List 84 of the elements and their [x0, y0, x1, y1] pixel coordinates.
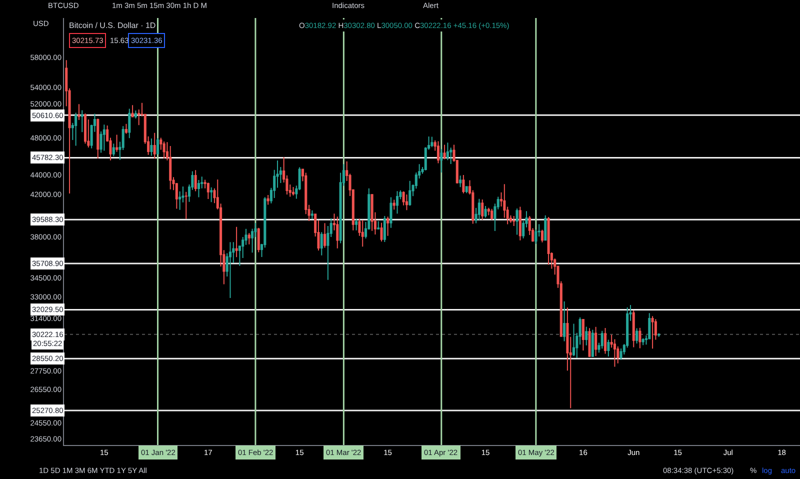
candlestick — [336, 216, 339, 249]
candlestick — [134, 110, 137, 119]
candlestick — [156, 138, 160, 154]
candlestick — [591, 329, 594, 358]
candlestick — [184, 191, 188, 220]
candlestick — [430, 136, 434, 148]
candlestick — [169, 145, 172, 190]
candlestick — [266, 194, 270, 206]
candlestick — [361, 220, 364, 248]
candlestick — [582, 318, 584, 351]
candlestick — [257, 227, 260, 253]
candlestick — [210, 186, 213, 203]
candlestick — [78, 104, 80, 120]
candlestick — [642, 338, 644, 346]
candlestick — [563, 300, 566, 342]
candlestick — [80, 110, 84, 133]
candlestick — [544, 214, 547, 241]
candlestick — [613, 338, 616, 368]
candlestick — [465, 186, 468, 194]
candlestick — [112, 143, 115, 157]
candlestick — [512, 215, 516, 226]
candlestick — [600, 330, 604, 350]
candlestick — [638, 327, 642, 349]
candlestick — [377, 220, 380, 230]
candlestick — [436, 140, 440, 164]
candlestick — [390, 196, 392, 228]
candlestick — [197, 180, 200, 198]
candlestick — [383, 215, 386, 242]
candlestick — [604, 327, 607, 354]
candlestick — [228, 242, 232, 299]
candlestick — [620, 348, 622, 360]
candlestick — [547, 216, 550, 266]
candlestick — [446, 142, 449, 161]
candlestick — [402, 190, 405, 206]
candlestick — [116, 134, 118, 152]
candlestick — [396, 190, 399, 214]
candlestick — [320, 232, 323, 256]
candlestick — [370, 194, 374, 232]
candlestick — [518, 206, 522, 241]
candlestick — [310, 210, 314, 220]
candlestick — [632, 310, 635, 348]
candlestick — [484, 206, 487, 218]
candlestick — [540, 229, 544, 243]
chart-title: Bitcoin / U.S. Dollar · 1D — [69, 20, 156, 30]
candlestick — [459, 175, 462, 188]
candlestick — [84, 113, 87, 144]
candlestick — [487, 207, 490, 216]
candlestick — [178, 190, 182, 210]
candlestick — [572, 323, 576, 357]
candlestick — [324, 222, 326, 248]
candlestick — [235, 226, 238, 258]
candlestick — [490, 208, 494, 221]
candlestick — [607, 339, 610, 358]
candlestick — [96, 118, 100, 160]
candlestick — [588, 328, 591, 358]
candlestick — [585, 326, 588, 346]
candlestick — [481, 199, 484, 220]
candlestick — [651, 316, 654, 350]
candlestick — [153, 132, 156, 160]
candlestick — [658, 332, 660, 338]
candlestick — [248, 232, 250, 245]
candlestick — [355, 218, 358, 231]
candlestick — [380, 222, 383, 242]
candlestick — [392, 199, 396, 210]
candlestick — [386, 216, 390, 236]
candlestick — [440, 148, 443, 174]
candlestick — [128, 108, 131, 139]
candlestick — [206, 182, 210, 200]
candlestick — [443, 144, 446, 160]
candlestick — [405, 194, 408, 211]
candlestick — [74, 112, 78, 146]
candlestick — [636, 328, 638, 344]
candlestick — [516, 208, 518, 236]
candlestick — [102, 124, 106, 152]
candlestick — [292, 186, 295, 196]
candlestick — [478, 198, 480, 221]
candlestick — [462, 174, 465, 194]
candlestick — [124, 123, 128, 134]
candlestick — [408, 180, 412, 206]
candlestick — [594, 326, 598, 357]
candlestick — [194, 170, 197, 192]
candlestick — [131, 104, 134, 118]
candlestick — [150, 138, 153, 156]
candlestick — [162, 140, 166, 160]
